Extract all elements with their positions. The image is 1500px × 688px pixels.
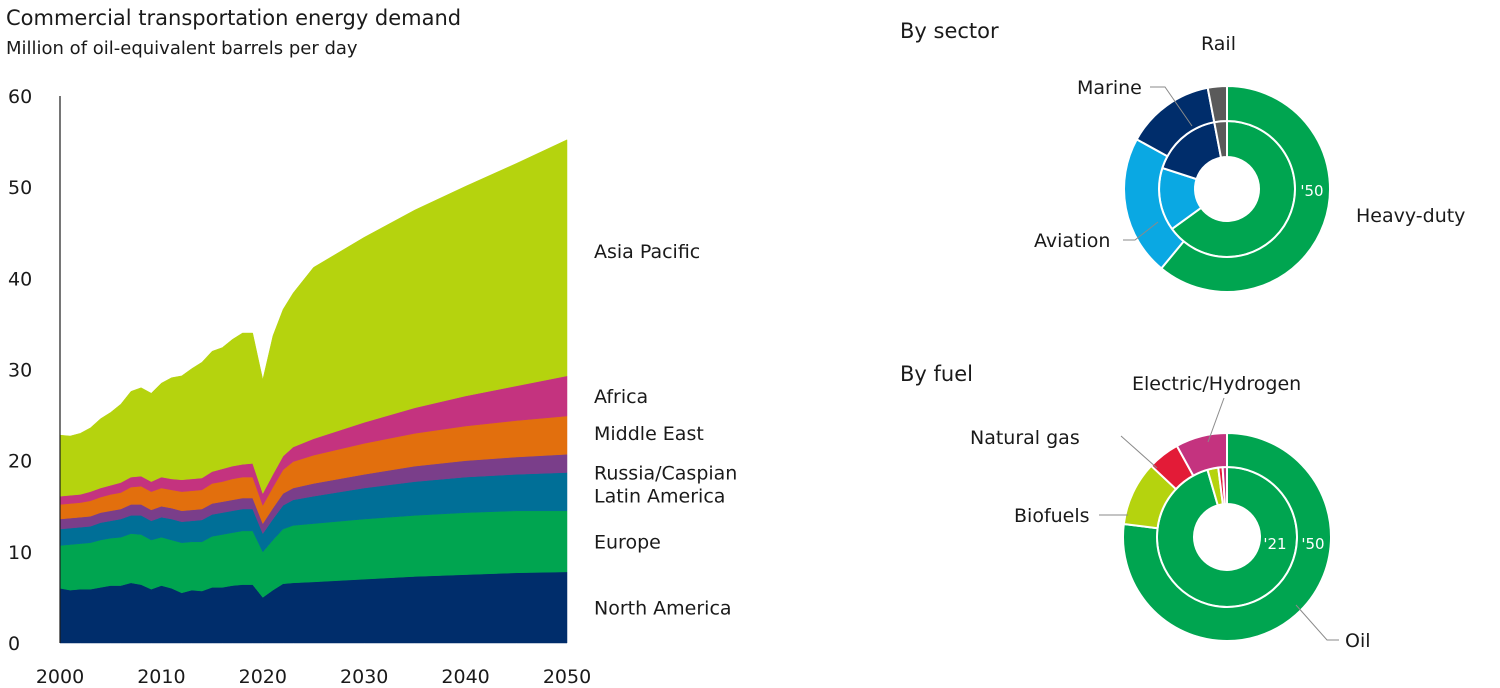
y-axis-ticks: 0 10 20 30 40 50 60 [8,86,32,655]
y-tick-label: 40 [8,268,32,290]
x-tick-label: 2040 [441,666,489,688]
donut-label-biofuels: Biofuels [1014,505,1090,527]
y-tick-label: 0 [8,633,20,655]
ring-label-outer: '50 [1300,182,1323,200]
slice-oil-outer [1122,431,1332,642]
leader-line-electric-hydrogen [1207,397,1225,443]
series-label-europe: Europe [594,531,661,553]
fuel-donut-labels: Electric/Hydrogen Natural gas Biofuels O… [970,373,1371,652]
area-series-asia-pacific [59,139,568,497]
y-tick-label: 10 [8,542,32,564]
x-tick-label: 2050 [543,666,591,688]
series-label-middle-east: Middle East [594,423,704,445]
y-tick-label: 50 [8,177,32,199]
series-label-asia-pacific: Asia Pacific [594,241,700,263]
sector-donut-labels: Rail Marine Heavy-duty Aviation '21 '50 [1034,33,1465,252]
fuel-ring-label-inner: '21 [1263,535,1286,553]
x-tick-label: 2010 [137,666,185,688]
series-label-north-america: North America [594,597,732,619]
stacked-area-plot [59,139,568,644]
fuel-donut [1122,431,1332,642]
y-tick-label: 30 [8,360,32,382]
fuel-ring-label-outer: '50 [1301,535,1324,553]
donut-label-marine: Marine [1077,77,1142,99]
sector-donut [1123,84,1331,293]
ring-label-inner: '21 [1220,182,1243,200]
fuel-donut-title: By fuel [900,362,973,386]
y-tick-label: 60 [8,86,32,108]
slice-electric-hydrogen-outer [1175,431,1228,478]
slice-heavy-duty-outer [1159,84,1331,293]
x-axis-ticks: 2000 2010 2020 2030 2040 2050 [36,666,591,688]
leader-line-natural-gas [1120,435,1158,469]
x-tick-label: 2020 [239,666,287,688]
leader-line-aviation [1123,221,1159,241]
sector-donut-title: By sector [900,19,999,43]
x-tick-label: 2030 [340,666,388,688]
donut-label-oil: Oil [1345,630,1371,652]
donut-label-rail: Rail [1201,33,1236,55]
series-label-africa: Africa [594,386,648,408]
donut-label-electric-hydrogen: Electric/Hydrogen [1132,373,1301,395]
chart-subtitle: Million of oil-equivalent barrels per da… [6,38,358,59]
y-tick-label: 20 [8,451,32,473]
series-labels: North America Europe Latin AmericaRussia/C… [594,241,737,620]
donut-label-heavy-duty: Heavy-duty [1356,205,1465,227]
series-label-russia-caspian: Russia/Caspian [594,462,737,484]
donut-label-natural-gas: Natural gas [970,427,1080,449]
donut-label-aviation: Aviation [1034,230,1110,252]
x-tick-label: 2000 [36,666,84,688]
leader-line-marine [1150,86,1193,127]
chart-title: Commercial transportation energy demand [6,6,461,30]
slice-rail-outer [1206,84,1228,124]
leader-line-oil [1295,604,1339,641]
series-label-latin-america: Latin America [594,486,725,508]
